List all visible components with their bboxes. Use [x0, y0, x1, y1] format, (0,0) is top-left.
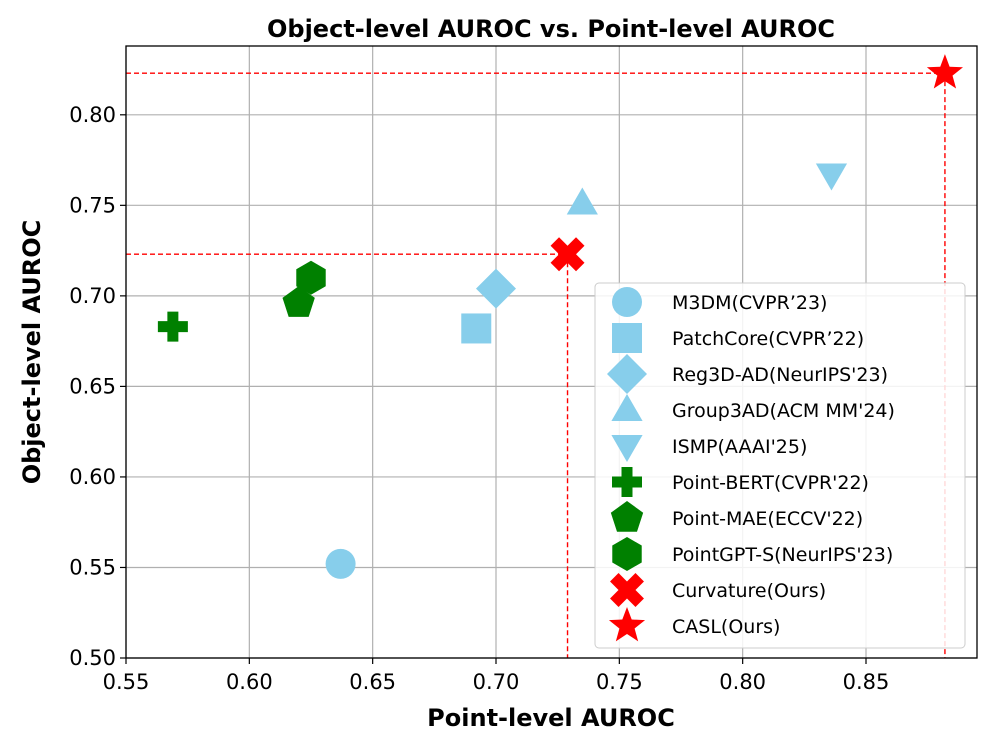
- y-tick-label: 0.80: [69, 103, 116, 127]
- x-axis-label: Point-level AUROC: [427, 704, 675, 732]
- data-points: [157, 54, 963, 579]
- legend-marker: [611, 435, 643, 462]
- chart-title: Object-level AUROC vs. Point-level AUROC: [267, 15, 835, 43]
- legend-entry-label: Reg3D-AD(NeurIPS'23): [672, 364, 888, 386]
- legend-entry-label: Group3AD(ACM MM'24): [672, 400, 895, 422]
- plot-frame: [125, 45, 978, 659]
- legend-marker: [611, 394, 643, 421]
- legend-entry-label: PatchCore(CVPR’22): [672, 328, 864, 350]
- data-point-pentagon: [282, 286, 315, 317]
- legend-marker: [612, 287, 642, 317]
- data-point-triangle-up: [566, 187, 598, 215]
- legend-box: [594, 282, 966, 649]
- legend-entry-label: Curvature(Ours): [672, 580, 826, 602]
- x-tick-label: 0.55: [103, 670, 150, 694]
- legend-marker: [612, 467, 642, 497]
- legend-marker: [612, 323, 642, 353]
- legend-entry-label: PointGPT-S(NeurIPS'23): [672, 544, 893, 566]
- legend-entry-label: CASL(Ours): [672, 616, 780, 638]
- x-tick-label: 0.70: [473, 670, 520, 694]
- data-point-star: [926, 54, 963, 89]
- x-tick-label: 0.80: [719, 670, 766, 694]
- y-axis-label: Object-level AUROC: [18, 220, 46, 485]
- y-tick-label: 0.55: [69, 555, 116, 579]
- y-tick-label: 0.75: [69, 193, 116, 217]
- x-axis-ticks: 0.55 0.60 0.65 0.70 0.75 0.80 0.85: [103, 658, 890, 694]
- legend-marker: [610, 573, 644, 607]
- y-axis-ticks: 0.50 0.55 0.60 0.65 0.70 0.75 0.80: [69, 103, 126, 670]
- data-point-diamond: [476, 268, 516, 309]
- legend-entry-label: Point-MAE(ECCV'22): [672, 508, 863, 530]
- legend-entry-label: ISMP(AAAI'25): [672, 436, 807, 458]
- x-tick-label: 0.65: [349, 670, 396, 694]
- legend-marker: [607, 354, 647, 394]
- reference-lines: [126, 72, 946, 658]
- legend-marker: [608, 607, 646, 642]
- data-point-hexagon: [296, 260, 326, 295]
- x-tick-label: 0.85: [843, 670, 890, 694]
- y-tick-label: 0.65: [69, 374, 116, 398]
- data-point-plus: [157, 311, 188, 342]
- x-tick-label: 0.75: [596, 670, 643, 694]
- data-point-triangle-down: [815, 163, 848, 191]
- data-point-square: [461, 313, 492, 344]
- legend-marker: [612, 537, 642, 571]
- legend-entry-label: M3DM(CVPR’23): [672, 292, 827, 314]
- y-tick-label: 0.60: [69, 465, 116, 489]
- y-tick-label: 0.50: [69, 646, 116, 670]
- legend-marker: [610, 501, 644, 532]
- data-point-x: [550, 237, 585, 272]
- legend-entry-label: Point-BERT(CVPR'22): [672, 472, 869, 494]
- legend: M3DM(CVPR’23) PatchCore(CVPR’22) Reg3D-AD(…: [594, 282, 966, 649]
- data-point-circle: [325, 548, 356, 579]
- y-tick-label: 0.70: [69, 284, 116, 308]
- x-tick-label: 0.60: [226, 670, 273, 694]
